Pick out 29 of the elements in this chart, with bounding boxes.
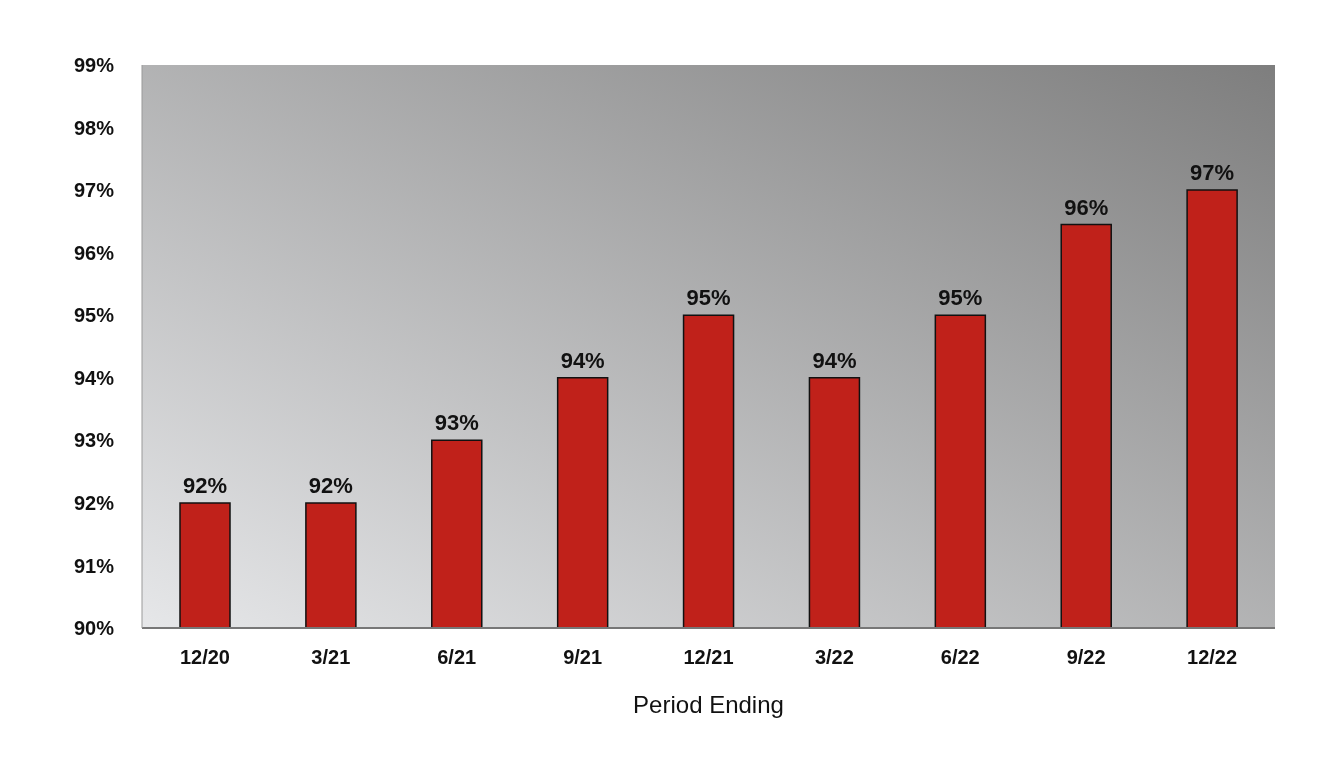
x-tick-label: 12/22 <box>1187 646 1238 669</box>
x-tick-label: 3/21 <box>311 646 351 669</box>
data-label: 92% <box>308 472 353 498</box>
data-label: 97% <box>1190 160 1235 186</box>
y-tick-label: 95% <box>73 304 115 327</box>
x-tick-label: 6/21 <box>437 646 477 669</box>
data-label: 94% <box>560 347 605 373</box>
y-tick-label: 97% <box>73 179 115 202</box>
data-label: 96% <box>1064 194 1109 220</box>
y-tick-label: 94% <box>73 366 115 389</box>
y-tick-label: 96% <box>73 241 115 264</box>
data-label: 92% <box>182 472 228 498</box>
y-tick-label: 90% <box>73 617 115 640</box>
x-tick-label: 9/21 <box>563 646 603 669</box>
data-label: 95% <box>938 285 983 311</box>
y-tick-label: 93% <box>73 429 115 452</box>
x-tick-label: 6/22 <box>940 646 980 669</box>
y-tick-label: 98% <box>73 116 115 139</box>
x-tick-label: 12/20 <box>179 646 230 669</box>
x-tick-label: 9/22 <box>1066 646 1106 669</box>
x-tick-label: 3/22 <box>814 646 854 669</box>
y-tick-label: 99% <box>73 54 115 77</box>
x-tick-label: 12/21 <box>683 646 734 669</box>
x-axis-title: Period Ending <box>633 691 784 718</box>
y-tick-label: 92% <box>73 491 115 514</box>
data-label: 93% <box>434 410 479 436</box>
data-label: 95% <box>686 285 731 311</box>
y-tick-label: 91% <box>73 554 115 577</box>
data-label: 94% <box>812 347 857 373</box>
